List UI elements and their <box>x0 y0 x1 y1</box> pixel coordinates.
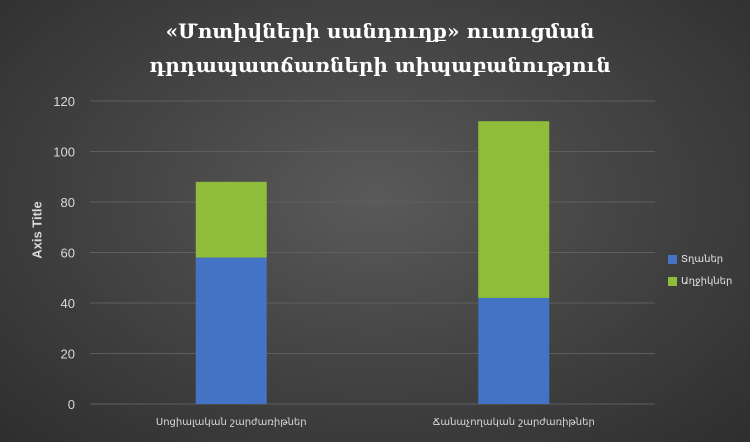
legend: Տղաներ Աղջիկներ <box>668 248 732 292</box>
y-tick-label: 120 <box>53 94 75 109</box>
bar-segment <box>195 181 267 258</box>
y-tick-label: 20 <box>61 347 75 362</box>
y-tick-label: 40 <box>61 296 75 311</box>
legend-item: Աղջիկներ <box>668 270 732 292</box>
legend-label: Աղջիկներ <box>681 275 733 287</box>
legend-item: Տղաներ <box>668 248 732 270</box>
x-tick-label: Ճանաչողական շարժառիթներ <box>433 417 595 428</box>
legend-swatch <box>668 254 677 264</box>
bar-segment <box>478 297 550 404</box>
chart-title: «Մոտիվների սանդուղք» ուսուցման դրդապատճա… <box>149 19 611 77</box>
x-tick-label: Սոցիալական շարժառիթներ <box>156 417 307 428</box>
legend-label: Տղաներ <box>681 253 724 265</box>
legend-swatch <box>668 276 677 286</box>
bar-segment <box>195 257 267 404</box>
y-tick-label: 80 <box>61 195 75 210</box>
bar-segment <box>478 121 550 298</box>
y-tick-label: 0 <box>68 397 75 412</box>
y-axis-title: Axis Title <box>29 201 45 259</box>
y-tick-label: 100 <box>53 145 75 160</box>
y-tick-label: 60 <box>61 246 75 261</box>
